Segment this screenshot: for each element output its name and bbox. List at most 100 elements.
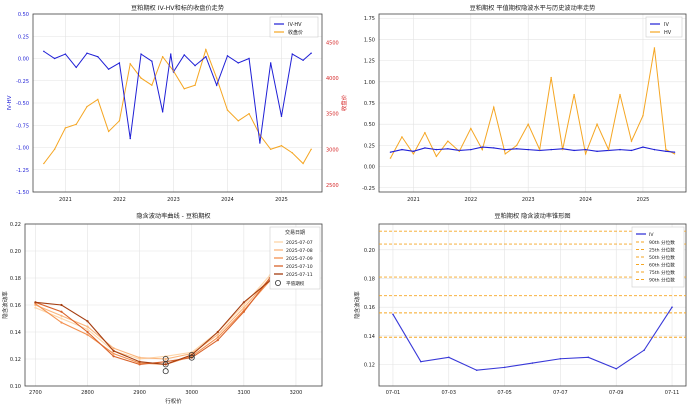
data-point	[112, 349, 115, 352]
data-point	[216, 336, 219, 339]
data-point	[619, 93, 621, 96]
legend-box	[631, 226, 685, 288]
y-tick-label: 0.25	[364, 143, 375, 149]
data-point	[420, 360, 422, 363]
data-point	[112, 352, 115, 355]
y-tick-label: 0.22	[10, 222, 21, 228]
data-point	[216, 333, 219, 336]
data-point	[164, 357, 167, 361]
data-point	[615, 367, 618, 370]
data-point	[60, 317, 63, 320]
y2-tick-label: 4500	[326, 40, 339, 46]
data-point	[493, 147, 495, 149]
series-line-iv	[392, 306, 673, 371]
data-point	[86, 333, 89, 336]
y-tick-label: 1.75	[364, 16, 375, 22]
data-point	[435, 155, 438, 158]
data-point	[138, 360, 141, 363]
series-line-close	[43, 48, 312, 165]
x-tick-label: 07-07	[553, 390, 568, 396]
data-point	[164, 363, 167, 366]
x-tick-label: 3000	[185, 390, 198, 396]
y2-tick-label: 3000	[326, 147, 339, 153]
atm-marker	[162, 368, 169, 375]
data-point	[516, 148, 518, 150]
x-tick-label: 3100	[237, 390, 250, 396]
chart4-title: 豆粕期权 隐含波动率锥形图	[494, 212, 570, 220]
data-point	[503, 366, 506, 369]
data-point	[584, 153, 587, 155]
legend-label: 2025-07-09	[286, 256, 313, 262]
y-axis-label: 隐含波动率	[1, 291, 9, 319]
data-point	[392, 313, 394, 316]
y-tick-label: 0.10	[10, 384, 21, 390]
chart4-frame	[378, 223, 687, 387]
y-tick-label: 0.00	[364, 165, 375, 171]
data-point	[447, 148, 449, 150]
atm-marker	[188, 354, 195, 361]
data-point	[242, 306, 245, 309]
legend-label: 平值期权	[286, 280, 305, 287]
data-point	[653, 148, 656, 151]
data-point	[129, 63, 131, 65]
data-point	[642, 115, 644, 117]
y2-tick-label: 3500	[326, 112, 339, 118]
legend-label: 2025-07-07	[286, 240, 313, 246]
data-point	[215, 84, 218, 86]
data-point	[630, 140, 633, 142]
data-point	[248, 112, 250, 115]
data-point	[259, 134, 261, 136]
y-tick-label: 1.25	[364, 59, 375, 65]
data-point	[60, 303, 63, 307]
data-point	[205, 48, 207, 51]
chart1-frame	[32, 13, 323, 193]
data-point	[653, 47, 656, 49]
x-tick-label: 3200	[290, 390, 303, 396]
data-point	[573, 149, 575, 152]
y-tick-label: 0.25	[18, 34, 29, 40]
y-tick-label: 0.50	[18, 12, 29, 18]
data-point	[671, 306, 673, 308]
data-point	[527, 148, 529, 151]
y2-tick-label: 4000	[326, 76, 339, 82]
legend-label: IV	[664, 22, 669, 28]
series-line-iv	[390, 146, 675, 153]
x-tick-label: 2024	[221, 197, 234, 203]
data-point	[665, 148, 667, 151]
data-point	[60, 314, 63, 317]
atm-marker	[188, 351, 195, 358]
data-point	[470, 127, 472, 130]
data-point	[118, 120, 121, 122]
data-point	[161, 111, 164, 113]
data-point	[291, 53, 293, 55]
data-point	[561, 148, 564, 151]
y-tick-label: 0.50	[364, 122, 375, 128]
data-point	[138, 356, 141, 359]
data-point	[596, 123, 598, 125]
data-point	[642, 146, 644, 148]
data-point	[216, 339, 219, 342]
y-tick-label: 0.75	[364, 101, 375, 107]
data-point	[151, 84, 153, 86]
data-point	[151, 60, 153, 62]
y-tick-label: 0.12	[10, 357, 21, 363]
series-line-smile	[35, 253, 297, 365]
legend-label: 50th 分位数	[649, 254, 675, 261]
legend-label: 2025-07-11	[286, 272, 313, 278]
x-tick-label: 07-09	[609, 390, 624, 396]
x-tick-label: 2024	[579, 197, 592, 203]
series-line-iv-hv	[43, 50, 312, 144]
data-point	[140, 53, 142, 55]
data-point	[587, 356, 590, 359]
data-point	[538, 148, 541, 151]
data-point	[216, 330, 219, 334]
data-point	[161, 56, 164, 58]
y2-axis-label: 收盘价	[340, 94, 348, 111]
data-point	[86, 325, 89, 328]
data-point	[215, 77, 218, 79]
y-tick-label: 0.18	[364, 276, 375, 282]
data-point	[226, 55, 229, 57]
y-tick-label: 0.16	[10, 303, 21, 309]
series-line-smile	[35, 253, 297, 360]
